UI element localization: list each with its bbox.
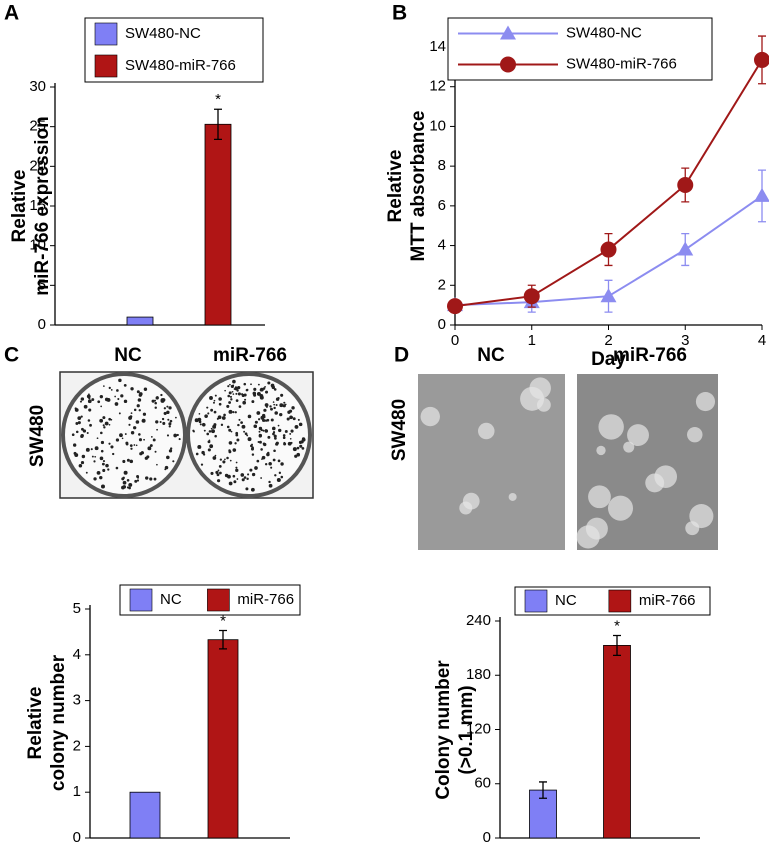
marker xyxy=(523,288,540,305)
legend-swatch xyxy=(129,588,153,612)
legend-label: miR-766 xyxy=(639,592,696,609)
y-tick-label: 0 xyxy=(483,829,491,844)
y-axis-label: Relative xyxy=(9,170,30,243)
x-axis-label: Day xyxy=(591,349,626,370)
x-tick-label: 1 xyxy=(528,332,536,349)
error-bar xyxy=(219,629,227,650)
legend-label: SW480-NC xyxy=(566,24,642,41)
photo-column-label: miR-766 xyxy=(613,345,687,366)
legend-swatch xyxy=(94,22,118,46)
y-tick-label: 60 xyxy=(474,775,491,792)
photo-column-label: NC xyxy=(477,345,505,366)
y-axis-label: (>0.1 mm) xyxy=(456,685,477,774)
x-tick-label: 4 xyxy=(758,332,766,349)
marker xyxy=(754,187,769,202)
y-tick-label: 4 xyxy=(438,237,446,254)
y-tick-label: 20 xyxy=(29,157,46,174)
photo-column-label: NC xyxy=(114,345,142,366)
y-tick-label: 8 xyxy=(438,157,446,174)
bar xyxy=(603,645,631,839)
marker xyxy=(600,241,617,258)
y-axis-label: Relative xyxy=(25,687,46,760)
y-tick-label: 15 xyxy=(29,197,46,214)
series-line xyxy=(454,59,763,308)
y-axis-label: Colony number xyxy=(433,660,454,800)
y-tick-label: 120 xyxy=(466,720,491,737)
panel-letter: C xyxy=(4,344,19,367)
y-tick-label: 5 xyxy=(73,600,81,617)
y-tick-label: 30 xyxy=(29,78,46,95)
y-tick-label: 12 xyxy=(429,78,446,95)
bar xyxy=(204,123,232,326)
bar xyxy=(129,791,161,839)
y-tick-label: 2 xyxy=(73,737,81,754)
legend-swatch xyxy=(207,588,230,612)
legend-marker xyxy=(500,56,516,73)
legend-marker xyxy=(500,25,516,40)
photo-row-label: SW480 xyxy=(389,399,410,461)
error-bar xyxy=(539,781,547,799)
significance-mark: * xyxy=(614,617,620,634)
y-axis-label: MTT absorbance xyxy=(408,111,429,262)
y-axis-label: miR-766 expression xyxy=(32,116,53,296)
legend-label: NC xyxy=(160,591,182,608)
x-tick-label: 2 xyxy=(604,332,612,349)
panel-letter: B xyxy=(392,2,407,25)
bar xyxy=(126,316,154,326)
photo-column-label: miR-766 xyxy=(213,345,287,366)
legend-swatch xyxy=(524,589,548,613)
marker xyxy=(677,241,694,256)
marker xyxy=(754,51,769,68)
marker xyxy=(600,288,617,303)
y-tick-label: 25 xyxy=(29,118,46,135)
significance-mark: * xyxy=(215,91,221,108)
y-tick-label: 14 xyxy=(429,38,446,55)
legend-label: SW480-miR-766 xyxy=(566,55,677,72)
y-tick-label: 1 xyxy=(73,783,81,800)
marker xyxy=(677,177,694,194)
y-axis-label: Relative xyxy=(385,150,406,223)
soft-agar-photo xyxy=(418,374,718,550)
y-tick-label: 180 xyxy=(466,666,491,683)
legend-swatch xyxy=(94,54,118,78)
y-tick-label: 0 xyxy=(438,316,446,333)
colony-plate-photo xyxy=(59,371,314,499)
legend-swatch xyxy=(608,589,632,613)
legend-label: NC xyxy=(555,592,577,609)
x-tick-label: 3 xyxy=(681,332,689,349)
legend-label: miR-766 xyxy=(237,591,294,608)
legend-label: SW480-miR-766 xyxy=(125,57,236,74)
y-tick-label: 2 xyxy=(438,276,446,293)
y-tick-label: 4 xyxy=(73,646,81,663)
significance-mark: * xyxy=(220,612,226,629)
legend-label: SW480-NC xyxy=(125,25,201,42)
y-tick-label: 10 xyxy=(429,117,446,134)
y-tick-label: 5 xyxy=(38,276,46,293)
y-tick-label: 0 xyxy=(38,316,46,333)
y-tick-label: 240 xyxy=(466,612,491,629)
panel-letter: A xyxy=(4,2,19,25)
marker xyxy=(447,298,463,315)
panel-letter: D xyxy=(394,344,409,367)
bar xyxy=(207,639,239,839)
error-bar xyxy=(214,108,222,141)
error-bar xyxy=(613,634,621,657)
y-tick-label: 0 xyxy=(73,829,81,844)
y-tick-label: 10 xyxy=(29,237,46,254)
y-tick-label: 3 xyxy=(73,692,81,709)
x-tick-label: 0 xyxy=(451,332,459,349)
photo-row-label: SW480 xyxy=(27,405,48,467)
y-tick-label: 6 xyxy=(438,197,446,214)
y-axis-label: colony number xyxy=(48,654,69,791)
legend-box xyxy=(447,17,713,81)
